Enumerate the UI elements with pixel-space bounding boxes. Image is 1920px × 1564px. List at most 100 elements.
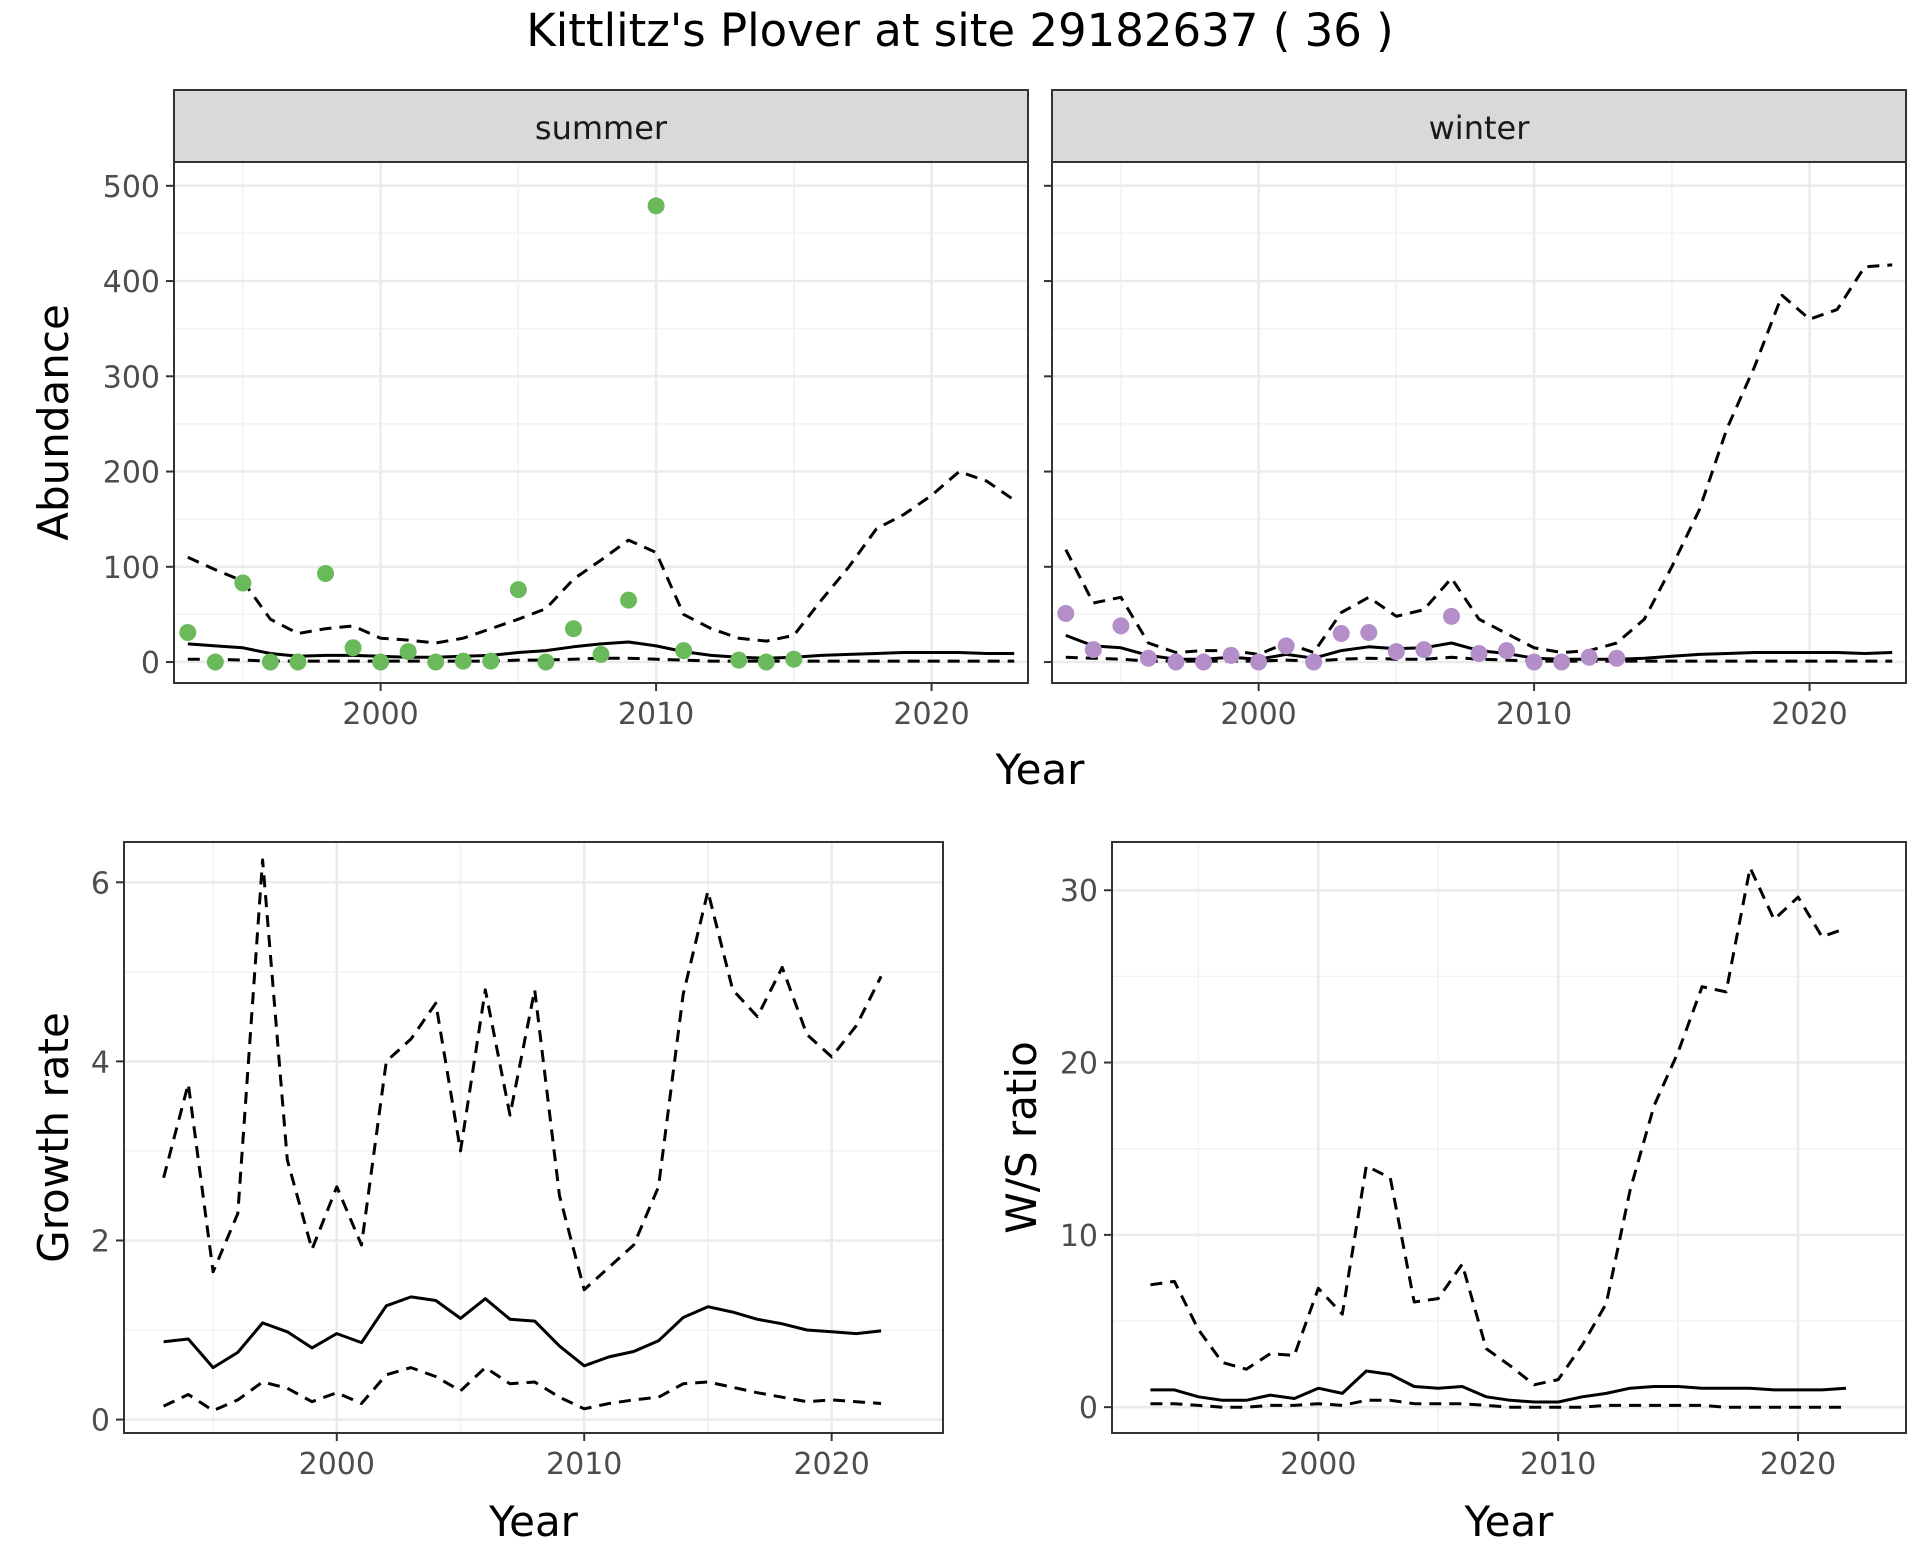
data-point	[1498, 642, 1516, 660]
strip-winter	[1051, 89, 1907, 163]
x-tick-label: 2020	[893, 697, 969, 732]
series-line-dashed-1	[1150, 866, 1847, 1387]
data-point	[372, 653, 390, 671]
panel-border	[1051, 161, 1907, 684]
data-point	[1442, 607, 1460, 625]
data-point	[427, 653, 445, 671]
y-tick-label: 6	[91, 866, 110, 901]
data-point	[1057, 604, 1075, 622]
x-tick-label: 2020	[1760, 1447, 1836, 1482]
data-point	[289, 653, 307, 671]
x-tick-label: 2020	[793, 1447, 869, 1482]
data-point	[1277, 637, 1295, 655]
chart-title: Kittlitz's Plover at site 29182637 ( 36 …	[526, 4, 1393, 57]
data-point	[1470, 644, 1488, 662]
data-point	[1222, 646, 1240, 664]
y-tick-label: 10	[1060, 1219, 1098, 1254]
data-point	[1387, 643, 1405, 661]
x-tick-label: 2020	[1771, 697, 1847, 732]
y-axis-title: Growth rate	[29, 1012, 78, 1263]
data-point	[1139, 649, 1157, 667]
data-point	[344, 639, 362, 657]
y-axis-title: W/S ratio	[997, 1041, 1046, 1234]
data-point	[564, 620, 582, 638]
series-line-dashed-1	[187, 470, 1016, 645]
y-tick-label: 400	[103, 265, 160, 300]
data-point	[482, 652, 500, 670]
data-point	[399, 643, 417, 661]
panel-border	[173, 161, 1029, 684]
data-point	[261, 653, 279, 671]
data-point	[620, 591, 638, 609]
data-point	[1525, 653, 1543, 671]
x-axis-title: Year	[1464, 1497, 1555, 1546]
series-line-solid-0	[163, 1295, 882, 1370]
x-tick-label: 2010	[618, 697, 694, 732]
data-point	[785, 650, 803, 668]
panel-ws_ratio: 2000 2010 2020 0 10 20 30 W/S ratio Year	[997, 841, 1907, 1546]
x-tick-label: 2010	[1520, 1447, 1596, 1482]
x-tick-label: 2010	[546, 1447, 622, 1482]
series-line-dashed-1	[162, 858, 883, 1292]
strip-summer	[173, 89, 1029, 163]
data-point	[1250, 653, 1268, 671]
panel-growth: 2000 2010 2020 0 2 4 6 Growth rate Year	[29, 841, 944, 1546]
series-line-dashed-2	[1150, 1398, 1846, 1409]
series-line-dashed-2	[162, 1366, 882, 1413]
data-point	[1553, 653, 1571, 671]
data-point	[1112, 617, 1130, 635]
y-axis-title: Abundance	[29, 304, 78, 541]
y-tick-label: 500	[103, 170, 160, 205]
data-point	[179, 624, 197, 642]
y-tick-label: 200	[103, 456, 160, 491]
data-point	[1332, 624, 1350, 642]
series-line-solid-0	[187, 640, 1015, 660]
y-tick-label: 100	[103, 551, 160, 586]
chart-panels: 2000 2010 20200100200300400500Abundance200…	[29, 161, 1907, 1546]
y-tick-label: 20	[1060, 1047, 1098, 1082]
panel-border	[1111, 841, 1907, 1434]
panel-winter: 2000 2010 2020	[1044, 161, 1907, 732]
data-point	[317, 564, 335, 582]
x-tick-label: 2000	[342, 697, 418, 732]
data-point	[537, 653, 555, 671]
data-point	[1415, 641, 1433, 659]
y-tick-label: 300	[103, 360, 160, 395]
y-tick-label: 0	[1079, 1391, 1098, 1426]
data-point	[1580, 648, 1598, 666]
x-tick-label: 2000	[299, 1447, 375, 1482]
x-tick-label: 2000	[1220, 697, 1296, 732]
data-point	[757, 653, 775, 671]
data-point	[730, 651, 748, 669]
data-point	[1608, 649, 1626, 667]
data-point	[206, 653, 224, 671]
y-tick-label: 2	[91, 1224, 110, 1259]
data-point	[1167, 653, 1185, 671]
data-point	[675, 642, 693, 660]
panel-border	[123, 841, 944, 1434]
y-tick-label: 0	[91, 1404, 110, 1439]
data-point	[454, 652, 472, 670]
y-tick-label: 4	[91, 1045, 110, 1080]
top-x-axis-title: Year	[995, 745, 1086, 794]
data-point	[1360, 624, 1378, 642]
y-tick-label: 30	[1060, 874, 1098, 909]
x-tick-label: 2010	[1496, 697, 1572, 732]
series-line-dashed-1	[1064, 263, 1893, 656]
data-point	[1305, 653, 1323, 671]
series-line-dashed-2	[1065, 655, 1893, 663]
y-tick-label: 0	[141, 646, 160, 681]
x-tick-label: 2000	[1280, 1447, 1356, 1482]
x-axis-title: Year	[488, 1497, 579, 1546]
data-point	[592, 645, 610, 663]
strip-winter-label: winter	[1429, 109, 1531, 147]
data-point	[234, 574, 252, 592]
series-line-solid-0	[1150, 1369, 1847, 1404]
series-line-dashed-2	[187, 656, 1015, 663]
panel-summer: 2000 2010 2020 0 100 200 300 400 500 Abundance	[29, 161, 1029, 732]
data-point	[1195, 653, 1213, 671]
data-point	[509, 581, 527, 599]
